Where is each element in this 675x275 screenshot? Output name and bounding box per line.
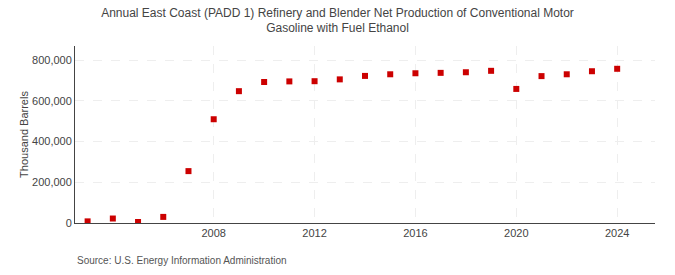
svg-text:600,000: 600,000 [32, 95, 72, 107]
svg-text:2020: 2020 [504, 227, 528, 239]
svg-text:800,000: 800,000 [32, 54, 72, 66]
svg-text:2016: 2016 [403, 227, 427, 239]
svg-text:0: 0 [66, 217, 72, 229]
svg-text:200,000: 200,000 [32, 176, 72, 188]
svg-text:400,000: 400,000 [32, 135, 72, 147]
svg-text:2008: 2008 [201, 227, 225, 239]
svg-text:Thousand Barrels: Thousand Barrels [18, 91, 30, 178]
svg-text:Source: U.S. Energy Informatio: Source: U.S. Energy Information Administ… [77, 255, 287, 266]
svg-text:Annual East Coast (PADD 1) Ref: Annual East Coast (PADD 1) Refinery and … [101, 6, 574, 36]
svg-text:2024: 2024 [605, 227, 629, 239]
svg-text:2012: 2012 [302, 227, 326, 239]
